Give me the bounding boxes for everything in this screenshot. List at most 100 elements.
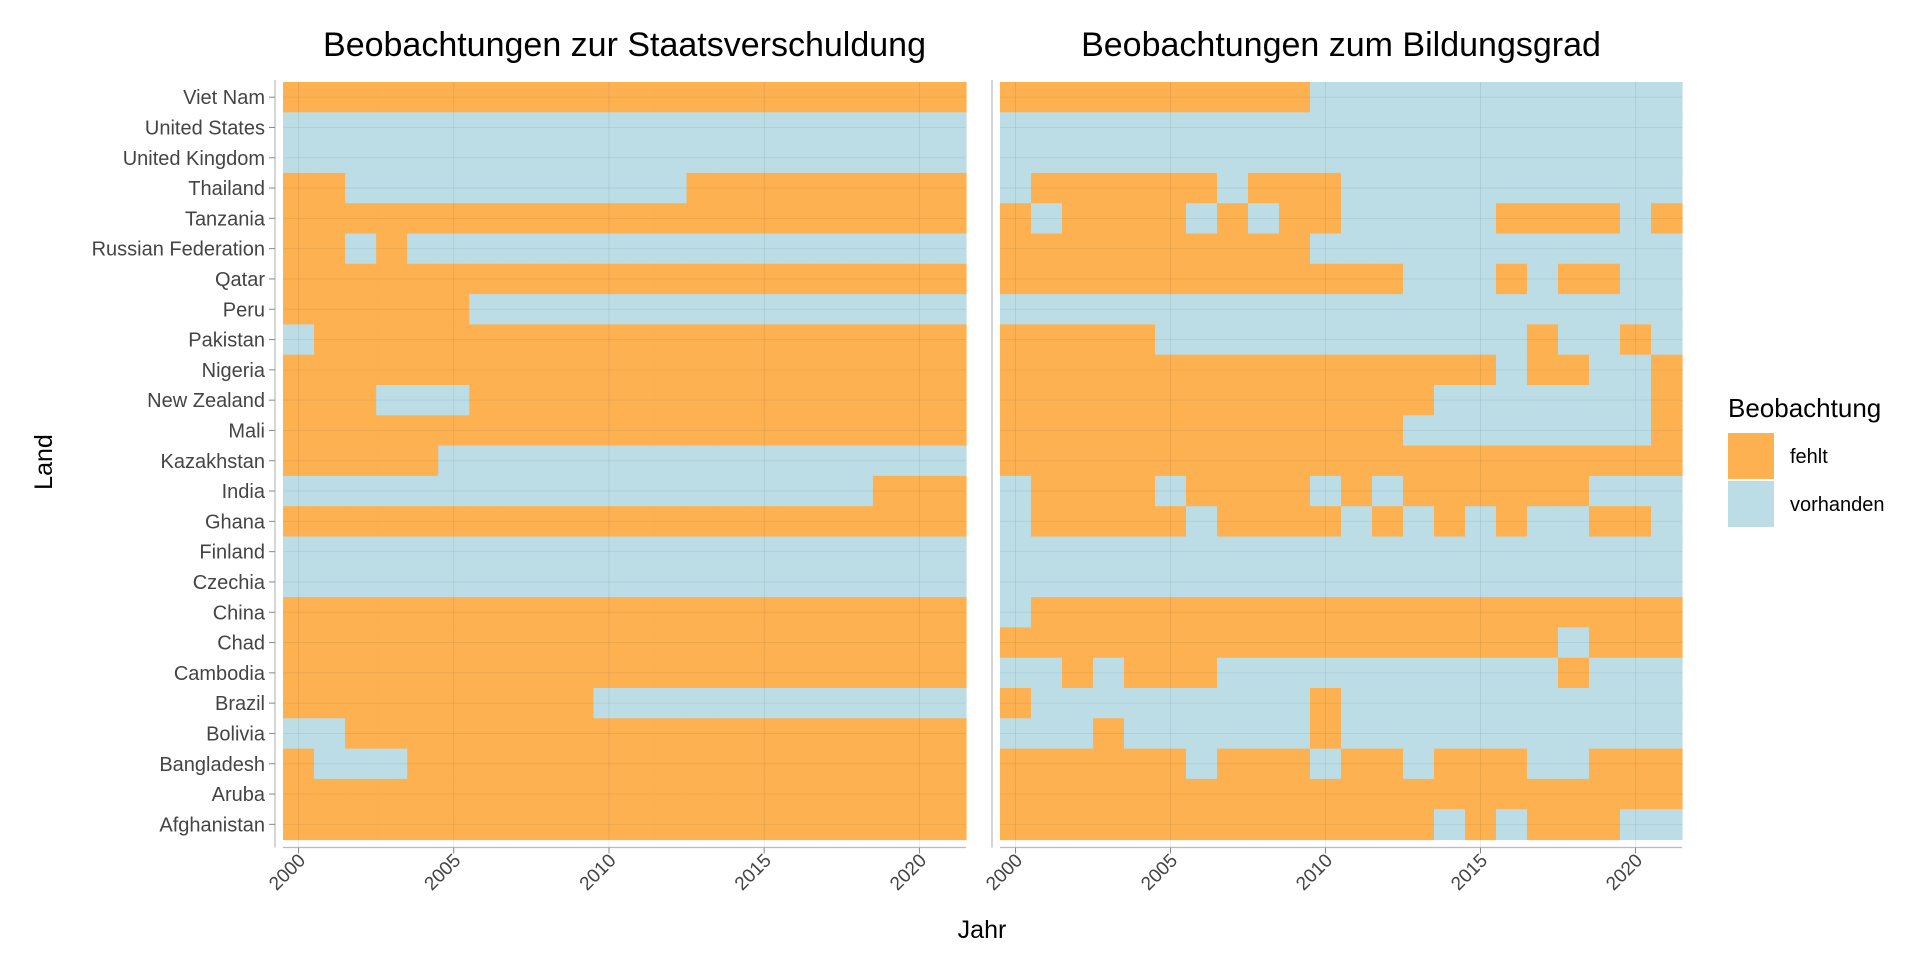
heatmap-cell	[624, 718, 657, 750]
heatmap-cell	[1651, 294, 1683, 325]
heatmap-cell	[500, 142, 532, 174]
heatmap-cell	[872, 233, 905, 265]
heatmap-cell	[1651, 597, 1683, 628]
heatmap-cell	[1217, 597, 1249, 628]
heatmap-cell	[1496, 748, 1528, 780]
heatmap-cell	[314, 354, 346, 386]
heatmap-cell	[1620, 112, 1652, 144]
heatmap-cell	[593, 718, 626, 750]
heatmap-cell	[438, 597, 470, 628]
heatmap-cell	[1310, 627, 1342, 659]
heatmap-cell	[841, 809, 874, 841]
heatmap-cell	[686, 809, 719, 841]
heatmap-cell	[1372, 475, 1404, 507]
y-tick-label: Brazil	[215, 693, 265, 715]
heatmap-cell	[1372, 172, 1404, 204]
heatmap-cell	[1558, 263, 1590, 295]
heatmap-cell	[531, 475, 564, 507]
heatmap-cell	[562, 809, 595, 841]
heatmap-cell	[1620, 748, 1652, 780]
heatmap-cell	[1372, 203, 1404, 235]
heatmap-cell	[717, 415, 750, 447]
heatmap-cell	[1279, 142, 1311, 174]
heatmap-cell	[934, 203, 967, 235]
heatmap-cell	[1465, 415, 1497, 447]
heatmap-cell	[1372, 718, 1404, 750]
heatmap-cell	[1558, 82, 1590, 113]
heatmap-cell	[1186, 627, 1218, 659]
heatmap-cell	[593, 778, 626, 810]
heatmap-cell	[748, 748, 781, 780]
heatmap-cell	[1279, 627, 1311, 659]
heatmap-cell	[1279, 354, 1311, 386]
heatmap-cell	[593, 506, 626, 538]
heatmap-cell	[593, 445, 626, 477]
heatmap-cell	[1155, 778, 1187, 810]
heatmap-cell	[1031, 354, 1063, 386]
heatmap-cell	[1031, 657, 1063, 689]
heatmap-cell	[1186, 294, 1218, 325]
heatmap-cell	[779, 112, 812, 144]
heatmap-cell	[934, 809, 967, 841]
heatmap-cell	[841, 233, 874, 265]
heatmap-cell	[1465, 324, 1497, 356]
heatmap-cell	[1372, 778, 1404, 810]
heatmap-cell	[624, 809, 657, 841]
heatmap-cell	[1496, 112, 1528, 144]
x-tick-label: 2000	[982, 850, 1027, 895]
heatmap-cell	[283, 324, 315, 356]
heatmap-cell	[1403, 415, 1435, 447]
heatmap-cell	[438, 112, 470, 144]
heatmap-cell	[1341, 506, 1373, 538]
heatmap-cell	[872, 324, 905, 356]
heatmap-cell	[1496, 233, 1528, 265]
heatmap-cell	[1093, 627, 1125, 659]
heatmap-cell	[376, 506, 408, 538]
heatmap-cell	[779, 324, 812, 356]
heatmap-cell	[1186, 263, 1218, 295]
heatmap-cell	[562, 748, 595, 780]
heatmap-cell	[407, 82, 439, 113]
heatmap-cell	[810, 142, 843, 174]
heatmap-cell	[1000, 748, 1032, 780]
heatmap-cell	[1527, 354, 1559, 386]
heatmap-cell	[1403, 566, 1435, 598]
heatmap-cell	[624, 172, 657, 204]
heatmap-cell	[500, 506, 532, 538]
heatmap-cell	[1372, 385, 1404, 416]
heatmap-cell	[1310, 688, 1342, 719]
heatmap-cell	[841, 748, 874, 780]
heatmap-cell	[1372, 627, 1404, 659]
heatmap-cell	[407, 536, 439, 568]
heatmap-cell	[1031, 536, 1063, 568]
heatmap-cell	[469, 112, 501, 144]
heatmap-cell	[624, 566, 657, 598]
heatmap-cell	[624, 354, 657, 386]
heatmap-cell	[1589, 445, 1621, 477]
heatmap-cell	[686, 506, 719, 538]
heatmap-cell	[934, 294, 967, 325]
heatmap-cell	[1248, 445, 1280, 477]
heatmap-cell	[903, 506, 936, 538]
heatmap-cell	[1000, 112, 1032, 144]
heatmap-cell	[1589, 748, 1621, 780]
heatmap-cell	[1465, 172, 1497, 204]
heatmap-cell	[1465, 809, 1497, 841]
heatmap-cell	[1651, 233, 1683, 265]
heatmap-cell	[1279, 203, 1311, 235]
heatmap-cell	[1372, 597, 1404, 628]
heatmap-cell	[562, 354, 595, 386]
heatmap-cell	[1496, 172, 1528, 204]
heatmap-cell	[655, 809, 688, 841]
heatmap-cell	[1248, 778, 1280, 810]
heatmap-cell	[624, 263, 657, 295]
heatmap-cell	[748, 627, 781, 659]
heatmap-cell	[283, 688, 315, 719]
x-tick-label: 2020	[1602, 850, 1647, 895]
heatmap-cell	[1031, 688, 1063, 719]
heatmap-cell	[1279, 385, 1311, 416]
heatmap-cell	[1217, 778, 1249, 810]
heatmap-cell	[562, 718, 595, 750]
heatmap-cell	[810, 657, 843, 689]
heatmap-cell	[1248, 657, 1280, 689]
